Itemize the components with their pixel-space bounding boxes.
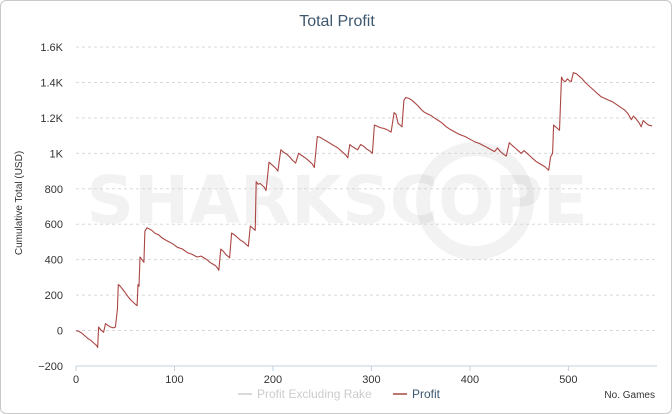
legend-label: Profit Excluding Rake	[257, 387, 372, 401]
series-layer	[75, 72, 653, 348]
x-axis-ticks: 0 100 200 300 400 500	[73, 366, 578, 386]
x-tick-label: 400	[461, 374, 479, 386]
grid-lines	[76, 46, 657, 332]
y-tick-label: 1.2K	[40, 113, 63, 125]
y-tick-label: −200	[38, 361, 63, 373]
watermark-scope-icon	[416, 142, 534, 260]
x-tick-label: 500	[559, 374, 577, 386]
legend-item-profit[interactable]: Profit	[393, 387, 441, 401]
y-tick-label: 400	[45, 255, 63, 267]
y-axis-label: Cumulative Total (USD)	[14, 151, 25, 255]
y-tick-label: 1.4K	[40, 77, 63, 89]
chart-title: Total Profit	[299, 13, 375, 30]
y-tick-label: 600	[45, 219, 63, 231]
legend: Profit Excluding Rake Profit	[238, 387, 441, 401]
y-axis-ticks: −200 0 200 400 600 800 1K 1.2K 1.4K 1.6K	[38, 42, 63, 373]
x-tick-label: 100	[165, 374, 183, 386]
y-tick-label: 0	[57, 326, 63, 338]
x-tick-label: 300	[362, 374, 380, 386]
y-tick-label: 200	[45, 290, 63, 302]
legend-item-profit-excluding-rake[interactable]: Profit Excluding Rake	[238, 387, 372, 401]
watermark-text: SHARKSCOPE	[86, 162, 587, 239]
legend-label: Profit	[412, 387, 441, 401]
x-tick-label: 0	[73, 374, 79, 386]
y-tick-label: 800	[45, 184, 63, 196]
x-axis-label: No. Games	[604, 390, 655, 401]
y-tick-label: 1.6K	[40, 42, 63, 54]
series-line-profit	[75, 72, 653, 348]
watermark: SHARKSCOPE	[86, 142, 588, 260]
y-tick-label: 1K	[50, 148, 64, 160]
x-tick-label: 200	[264, 374, 282, 386]
